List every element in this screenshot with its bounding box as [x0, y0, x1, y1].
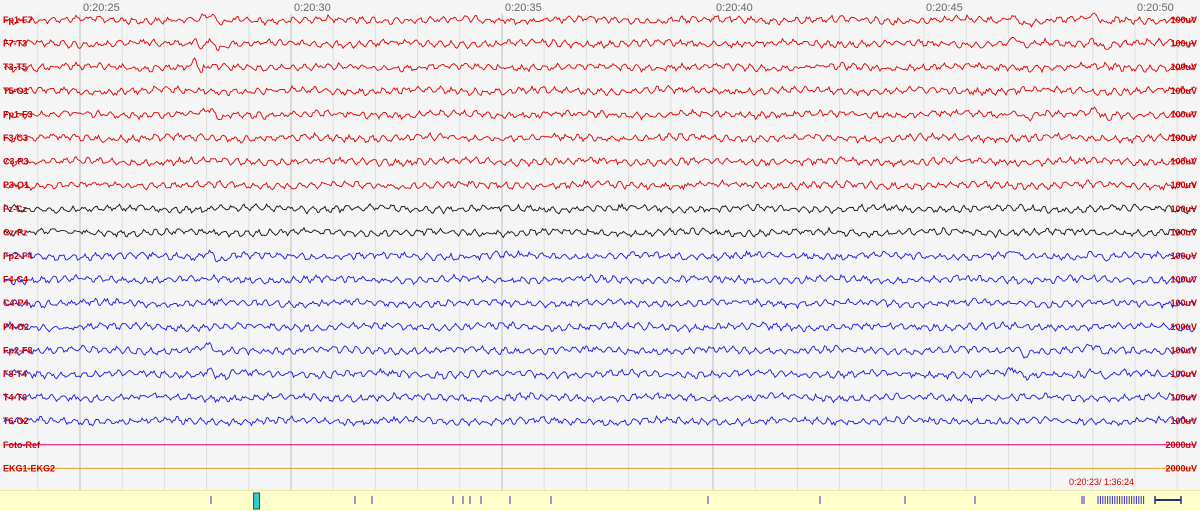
channel-f4-c4[interactable]: F4-C4 100uV [3, 273, 1197, 286]
time-axis-label: 0:20:35 [505, 2, 542, 14]
eeg-traces-canvas[interactable]: 0:20:25 0:20:30 0:20:35 0:20:40 0:20:45 0:20:… [0, 0, 1200, 490]
timeline-markers[interactable] [0, 491, 1200, 511]
channel-label[interactable]: F3-C3 [3, 133, 28, 143]
time-axis-label: 0:20:25 [83, 2, 120, 14]
channel-scale-label[interactable]: 100uV [1170, 251, 1197, 261]
channel-scale-label[interactable]: 100uV [1170, 369, 1197, 379]
eeg-trace [3, 226, 1196, 239]
eeg-trace [3, 37, 1196, 52]
channel-scale-label[interactable]: 2000uV [1165, 440, 1197, 450]
channel-label[interactable]: P4-O2 [3, 322, 29, 332]
channel-label[interactable]: Fp1-F3 [3, 109, 33, 119]
channel-label[interactable]: F7-T3 [3, 39, 27, 49]
eeg-trace [3, 341, 1196, 359]
eeg-trace [3, 249, 1196, 263]
eeg-trace [3, 179, 1196, 192]
eeg-trace [3, 106, 1196, 122]
channel-c3-p3[interactable]: C3-P3 100uV [3, 155, 1197, 168]
channel-t4-t6[interactable]: T4-T6 100uV [3, 391, 1197, 405]
channel-scale-label[interactable]: 100uV [1170, 345, 1197, 355]
eeg-trace [3, 391, 1196, 405]
channel-label[interactable]: T4-T6 [3, 393, 27, 403]
channel-scale-label[interactable]: 100uV [1170, 227, 1197, 237]
channel-scale-label[interactable]: 100uV [1170, 109, 1197, 119]
eeg-trace [3, 203, 1196, 215]
channel-fp1-f3[interactable]: Fp1-F3 100uV [3, 106, 1197, 122]
eeg-trace [3, 366, 1196, 381]
eeg-trace [3, 12, 1196, 28]
channel-label[interactable]: Fp2-F8 [3, 345, 33, 355]
channel-scale-label[interactable]: 100uV [1170, 393, 1197, 403]
eeg-trace [3, 57, 1196, 74]
eeg-trace [3, 131, 1196, 145]
channel-t6-o2[interactable]: T6-O2 100uV [3, 414, 1197, 428]
channel-label[interactable]: EKG1-EKG2 [3, 463, 55, 473]
channel-fz-cz[interactable]: Fz-Cz 100uV [3, 203, 1197, 215]
channel-fp2-f8[interactable]: Fp2-F8 100uV [3, 341, 1197, 359]
channel-scale-label[interactable]: 100uV [1170, 86, 1197, 96]
channel-t5-o1[interactable]: T5-O1 100uV [3, 84, 1197, 97]
channel-label[interactable]: T5-O1 [3, 86, 29, 96]
channel-label[interactable]: Foto-Ref [3, 440, 41, 450]
channel-scale-label[interactable]: 100uV [1170, 39, 1197, 49]
channel-scale-label[interactable]: 100uV [1170, 298, 1197, 308]
eeg-trace [3, 155, 1196, 168]
channel-scale-label[interactable]: 100uV [1170, 180, 1197, 190]
time-axis-label: 0:20:30 [294, 2, 331, 14]
channel-label[interactable]: T3-T5 [3, 62, 27, 72]
channel-foto-ref[interactable]: Foto-Ref 2000uV [3, 440, 1197, 450]
channel-scale-label[interactable]: 100uV [1170, 322, 1197, 332]
timeline-navigation-bar[interactable] [0, 490, 1200, 511]
channel-cz-pz[interactable]: Cz-Pz 100uV [3, 226, 1197, 239]
channel-scale-label[interactable]: 100uV [1170, 416, 1197, 426]
channel-scale-label[interactable]: 100uV [1170, 15, 1197, 25]
eeg-trace [3, 84, 1196, 97]
channel-label[interactable]: C3-P3 [3, 157, 29, 167]
channel-scale-label[interactable]: 100uV [1170, 275, 1197, 285]
channel-label[interactable]: Fz-Cz [3, 204, 27, 214]
position-readout: 0:20:23/ 1:36:24 [1068, 477, 1134, 487]
channel-fp1-f7[interactable]: Fp1-F7 100uV [3, 12, 1197, 28]
channel-label[interactable]: Cz-Pz [3, 227, 28, 237]
channel-fp2-f4[interactable]: Fp2-F4 100uV [3, 249, 1197, 263]
eeg-viewer[interactable]: 0:20:25 0:20:30 0:20:35 0:20:40 0:20:45 0:20:… [0, 0, 1200, 490]
channel-label[interactable]: P3-O1 [3, 180, 29, 190]
channel-f7-t3[interactable]: F7-T3 100uV [3, 37, 1197, 52]
eeg-trace [3, 273, 1196, 286]
eeg-trace [3, 297, 1196, 310]
time-axis-label: 0:20:50 [1137, 2, 1174, 14]
channel-ekg1-ekg2[interactable]: EKG1-EKG2 2000uV [3, 463, 1197, 473]
channel-p3-o1[interactable]: P3-O1 100uV [3, 179, 1197, 192]
channel-label[interactable]: Fp1-F7 [3, 15, 33, 25]
channel-label[interactable]: F8-T4 [3, 369, 27, 379]
channel-label[interactable]: F4-C4 [3, 275, 28, 285]
channel-p4-o2[interactable]: P4-O2 100uV [3, 320, 1197, 334]
channel-scale-label[interactable]: 2000uV [1165, 463, 1197, 473]
channel-label[interactable]: T6-O2 [3, 416, 29, 426]
channel-scale-label[interactable]: 100uV [1170, 204, 1197, 214]
channel-t3-t5[interactable]: T3-T5 100uV [3, 57, 1197, 74]
channel-scale-label[interactable]: 100uV [1170, 133, 1197, 143]
channel-scale-label[interactable]: 100uV [1170, 62, 1197, 72]
eeg-trace [3, 320, 1196, 334]
channel-scale-label[interactable]: 100uV [1170, 157, 1197, 167]
channel-c4-p4[interactable]: C4-P4 100uV [3, 297, 1197, 310]
channel-f3-c3[interactable]: F3-C3 100uV [3, 131, 1197, 145]
channel-f8-t4[interactable]: F8-T4 100uV [3, 366, 1197, 381]
eeg-trace [3, 414, 1196, 428]
channel-label[interactable]: Fp2-F4 [3, 251, 33, 261]
channel-label[interactable]: C4-P4 [3, 298, 29, 308]
time-axis-label: 0:20:40 [716, 2, 753, 14]
time-axis-label: 0:20:45 [926, 2, 963, 14]
current-window-handle[interactable] [253, 492, 261, 510]
